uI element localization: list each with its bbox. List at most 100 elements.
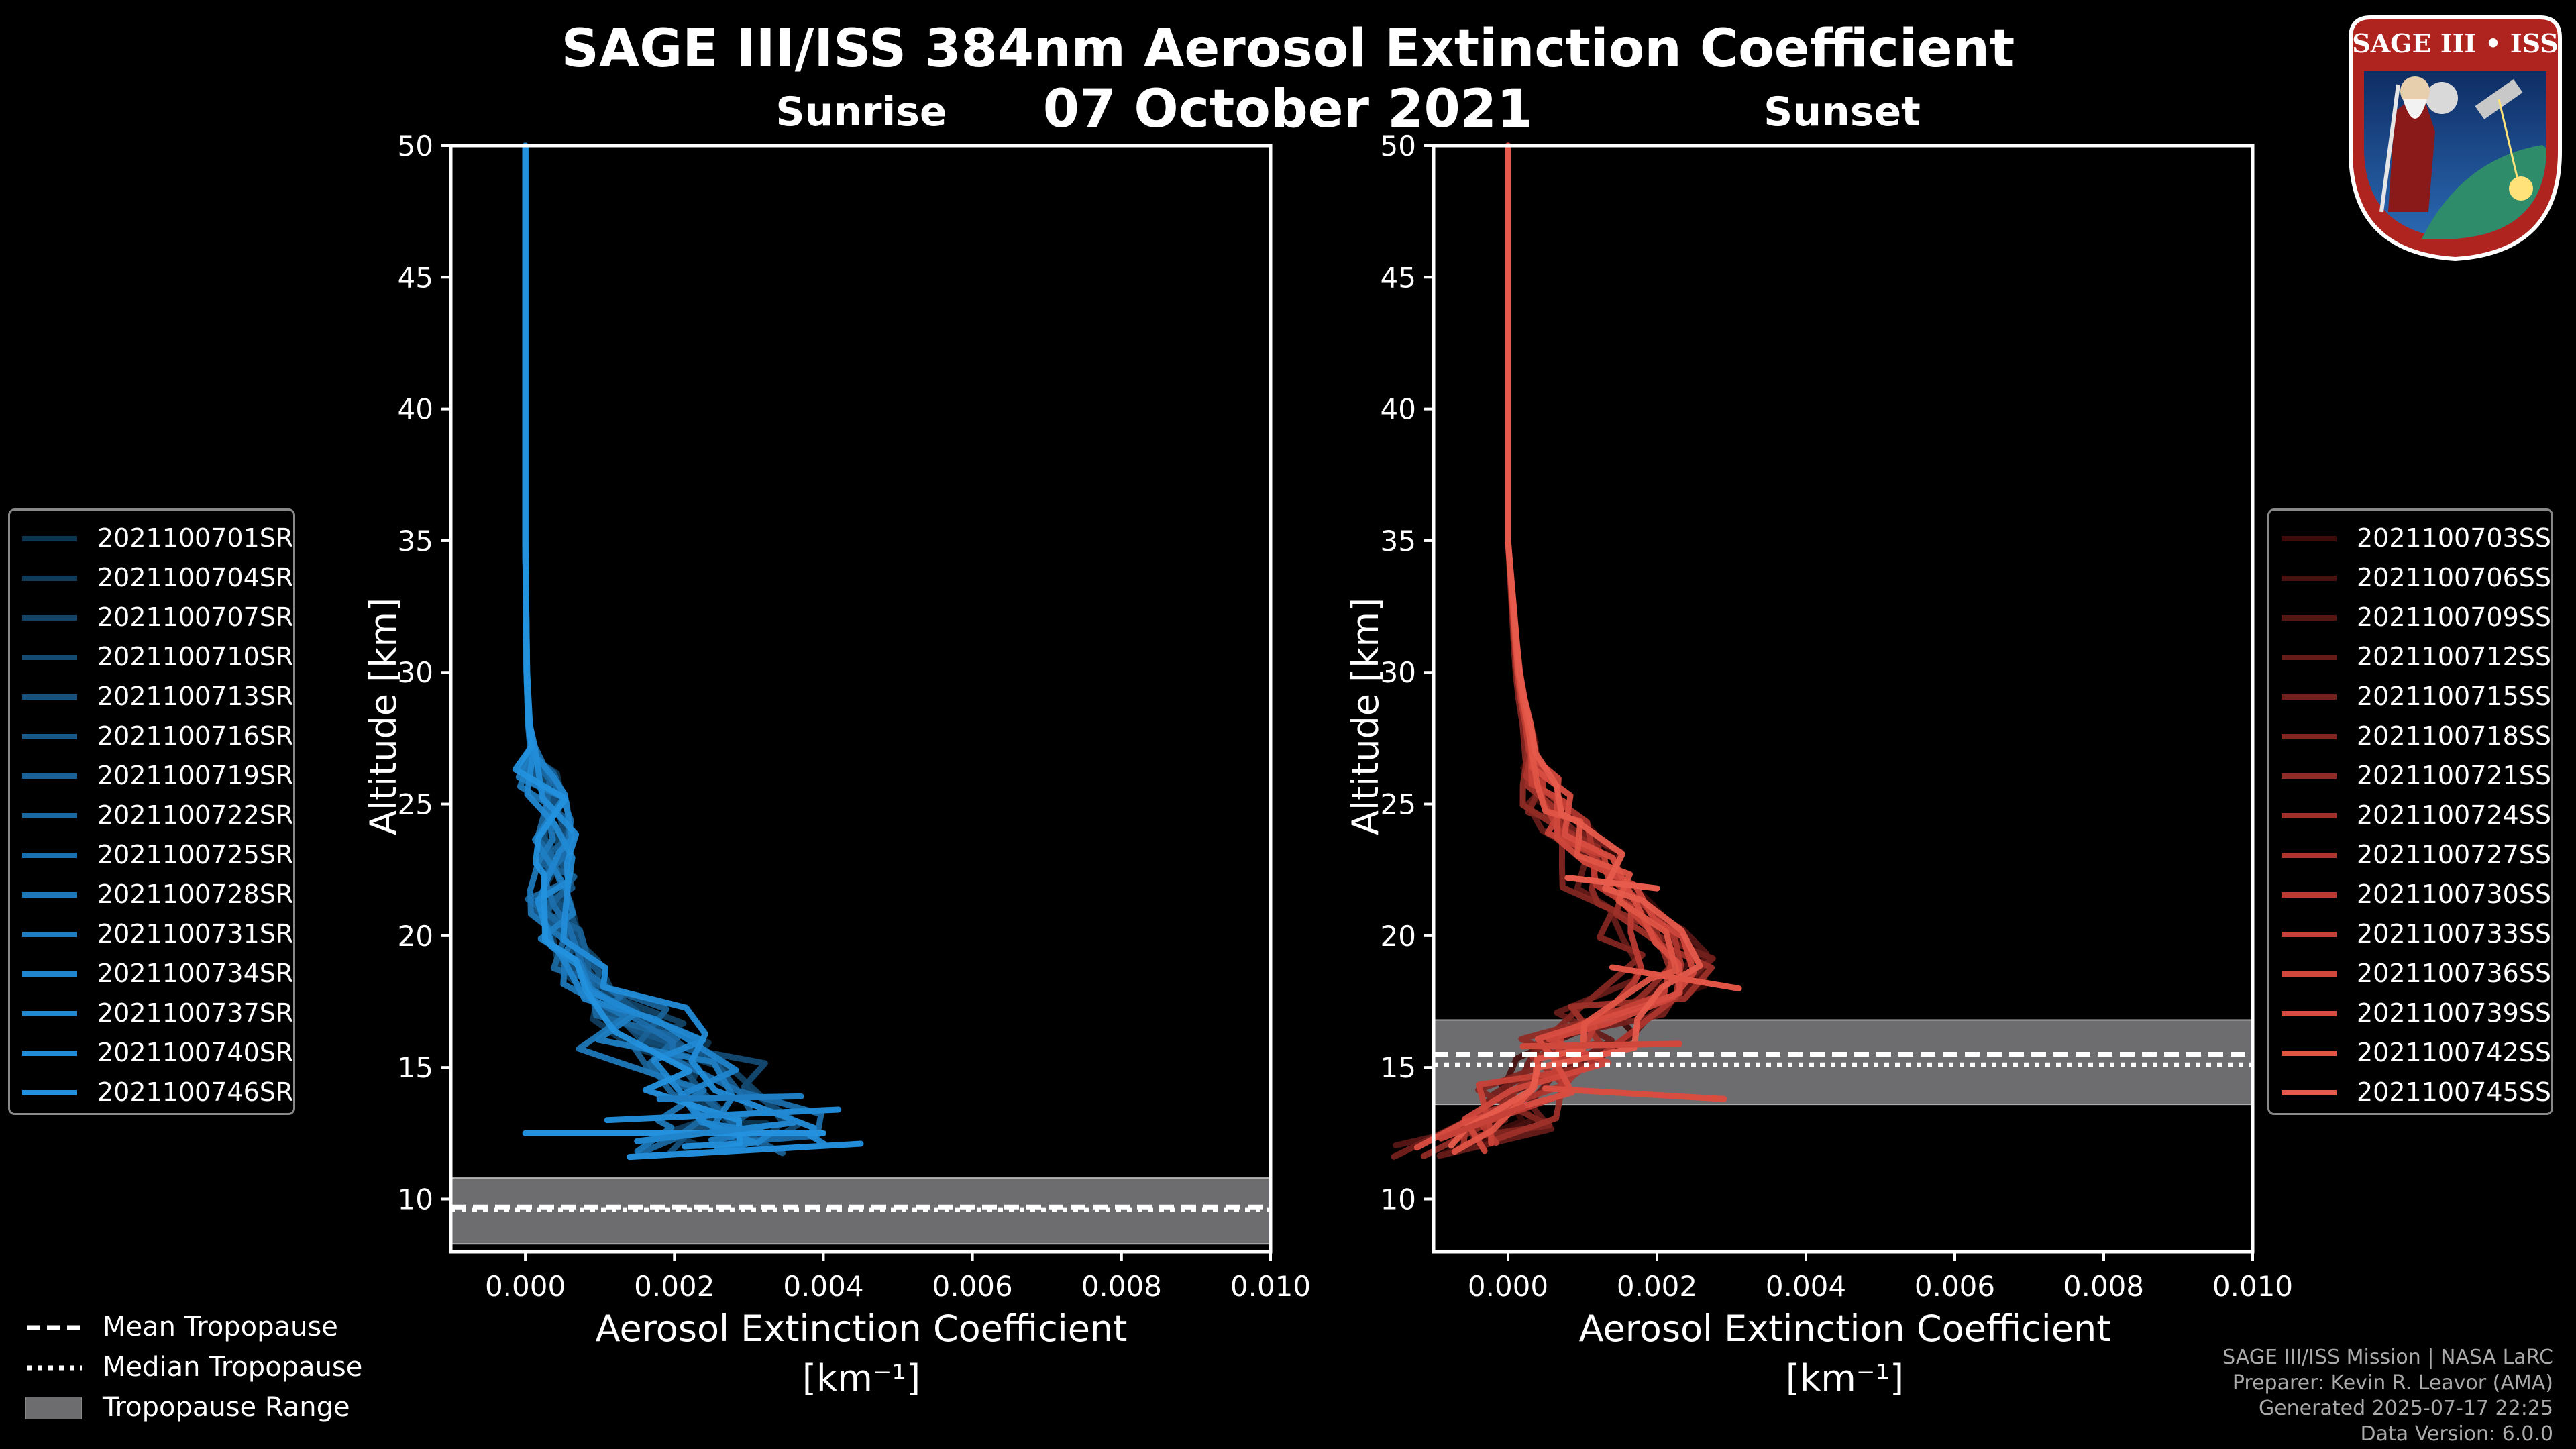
sunrise-legend-label: 2021100713SR — [97, 682, 294, 711]
sunset-legend-item: 2021100724SS — [2269, 796, 2551, 835]
sunrise-legend-swatch — [22, 655, 77, 660]
sunset-ytick-label: 10 — [1381, 1183, 1416, 1216]
sunset-ytick-label: 30 — [1381, 656, 1416, 689]
credit-mission: SAGE III/ISS Mission | NASA LaRC — [2222, 1346, 2553, 1369]
sunrise-legend-item: 2021100722SR — [10, 796, 293, 835]
sunrise-ytick-label: 45 — [398, 261, 433, 294]
tropopause-legend: Mean Tropopause Median Tropopause Tropop… — [0, 1307, 402, 1434]
sunset-legend-label: 2021100730SS — [2357, 879, 2552, 909]
figure-date: 07 October 2021 — [1042, 79, 1534, 140]
sunrise-profile-2021100710SR — [522, 142, 802, 1142]
legend-range-label: Tropopause Range — [103, 1392, 350, 1423]
sunset-legend-swatch — [2282, 1090, 2337, 1095]
sunset-ytick-label: 40 — [1381, 393, 1416, 426]
sunrise-legend-item: 2021100701SR — [10, 519, 293, 558]
sunset-legend-label: 2021100742SS — [2357, 1038, 2552, 1067]
sunset-profile-tail — [1609, 964, 1742, 991]
sunset-legend-label: 2021100745SS — [2357, 1077, 2552, 1107]
sunset-legend-item: 2021100733SS — [2269, 914, 2551, 954]
sunset-xtick-label: 0.000 — [1468, 1270, 1548, 1303]
sunrise-legend-item: 2021100716SR — [10, 716, 293, 756]
sunset-profile-2021100745SS — [1448, 142, 1703, 1149]
legend-median-label: Median Tropopause — [103, 1352, 363, 1383]
sunrise-legend-swatch — [22, 813, 77, 818]
sunrise-legend-label: 2021100746SR — [97, 1077, 294, 1107]
sunset-legend-label: 2021100718SS — [2357, 721, 2552, 751]
sunset-legend-label: 2021100703SS — [2357, 523, 2552, 553]
sunrise-legend-swatch — [22, 1011, 77, 1016]
sunrise-legend-swatch — [22, 694, 77, 700]
sunset-legend-item: 2021100706SS — [2269, 558, 2551, 598]
sunrise-xtick-label: 0.002 — [634, 1270, 714, 1303]
sunrise-plot-frame — [449, 144, 1273, 1254]
sunset-legend-label: 2021100727SS — [2357, 840, 2552, 869]
sunset-legend-item: 2021100739SS — [2269, 994, 2551, 1033]
sunrise-xlabel-units: [km⁻¹] — [802, 1357, 921, 1399]
sunset-legend-swatch — [2282, 1051, 2337, 1056]
sunset-legend-swatch — [2282, 536, 2337, 541]
sunset-legend-item: 2021100703SS — [2269, 519, 2551, 558]
sunset-ytick-label: 50 — [1381, 129, 1416, 162]
sunrise-legend-item: 2021100710SR — [10, 637, 293, 677]
sunrise-legend-label: 2021100737SR — [97, 998, 294, 1028]
sunset-legend-item: 2021100718SS — [2269, 716, 2551, 756]
sunrise-profile-tail — [656, 1093, 804, 1102]
sunset-legend-label: 2021100721SS — [2357, 761, 2552, 790]
sunset-xtick-label: 0.004 — [1766, 1270, 1846, 1303]
sunset-ytick-label: 20 — [1381, 920, 1416, 953]
sunset-legend-item: 2021100712SS — [2269, 637, 2551, 677]
sunset-profile-tail — [1438, 1104, 1526, 1142]
sunrise-legend-swatch — [22, 773, 77, 779]
sunrise-legend-item: 2021100734SR — [10, 954, 293, 994]
sunset-legend-item: 2021100709SS — [2269, 598, 2551, 637]
sunrise-legend-label: 2021100701SR — [97, 523, 294, 553]
sunset-ytick-label: 35 — [1381, 525, 1416, 557]
sunset-legend-label: 2021100715SS — [2357, 682, 2552, 711]
sunset-xtick-label: 0.006 — [1915, 1270, 1995, 1303]
sunrise-profile-2021100707SR — [522, 142, 786, 1147]
sunrise-legend-item: 2021100704SR — [10, 558, 293, 598]
sage-iii-iss-mission-patch: SAGE III • ISS — [2341, 11, 2569, 266]
sunset-legend-swatch — [2282, 971, 2337, 977]
sunrise-subtitle: Sunrise — [775, 89, 947, 136]
sunset-legend-swatch — [2282, 853, 2337, 858]
sunrise-legend: 2021100701SR 2021100704SR 2021100707SR 2021… — [8, 508, 295, 1115]
sunrise-xtick-label: 0.006 — [932, 1270, 1013, 1303]
sunrise-xlabel: Aerosol Extinction Coefficient [km⁻¹] — [452, 1304, 1271, 1403]
sunrise-legend-swatch — [22, 615, 77, 621]
sunrise-legend-label: 2021100704SR — [97, 563, 294, 592]
sunset-legend-label: 2021100709SS — [2357, 602, 2552, 632]
sunset-legend-item: 2021100736SS — [2269, 954, 2551, 994]
sunset-profile-2021100730SS — [1478, 142, 1645, 1146]
sunset-legend-label: 2021100724SS — [2357, 800, 2552, 830]
sunrise-ytick-label: 40 — [398, 393, 433, 426]
sunset-legend-swatch — [2282, 694, 2337, 700]
sunrise-legend-label: 2021100722SR — [97, 800, 294, 830]
sunrise-legend-label: 2021100731SR — [97, 919, 294, 949]
sunset-legend-item: 2021100742SS — [2269, 1033, 2551, 1073]
sunrise-legend-swatch — [22, 1090, 77, 1095]
sunrise-ytick-label: 10 — [398, 1183, 433, 1216]
sunset-xlabel-units: [km⁻¹] — [1785, 1357, 1904, 1399]
sunrise-legend-item: 2021100707SR — [10, 598, 293, 637]
sunrise-legend-label: 2021100707SR — [97, 602, 294, 632]
sunrise-xtick-label: 0.004 — [783, 1270, 863, 1303]
sunset-legend-swatch — [2282, 813, 2337, 818]
sunrise-ylabel: Altitude [km] — [362, 597, 405, 835]
sunrise-profile-2021100725SR — [522, 142, 824, 1145]
sunrise-legend-label: 2021100716SR — [97, 721, 294, 751]
sunset-subtitle: Sunset — [1764, 89, 1921, 136]
credit-preparer: Preparer: Kevin R. Leavor (AMA) — [2232, 1371, 2553, 1395]
sunset-profile-tail — [1542, 1085, 1727, 1102]
sunrise-profile-tail — [604, 1106, 842, 1124]
legend-range-swatch — [25, 1397, 82, 1419]
sunset-legend-swatch — [2282, 576, 2337, 581]
sunset-ytick-label: 15 — [1381, 1051, 1416, 1084]
sunset-legend-item: 2021100745SS — [2269, 1073, 2551, 1112]
sunset-profile-tail — [1564, 874, 1660, 892]
sunrise-ytick-label: 30 — [398, 656, 433, 689]
sunrise-profile-tail — [627, 1140, 864, 1161]
sunrise-profile-2021100740SR — [522, 142, 828, 1147]
